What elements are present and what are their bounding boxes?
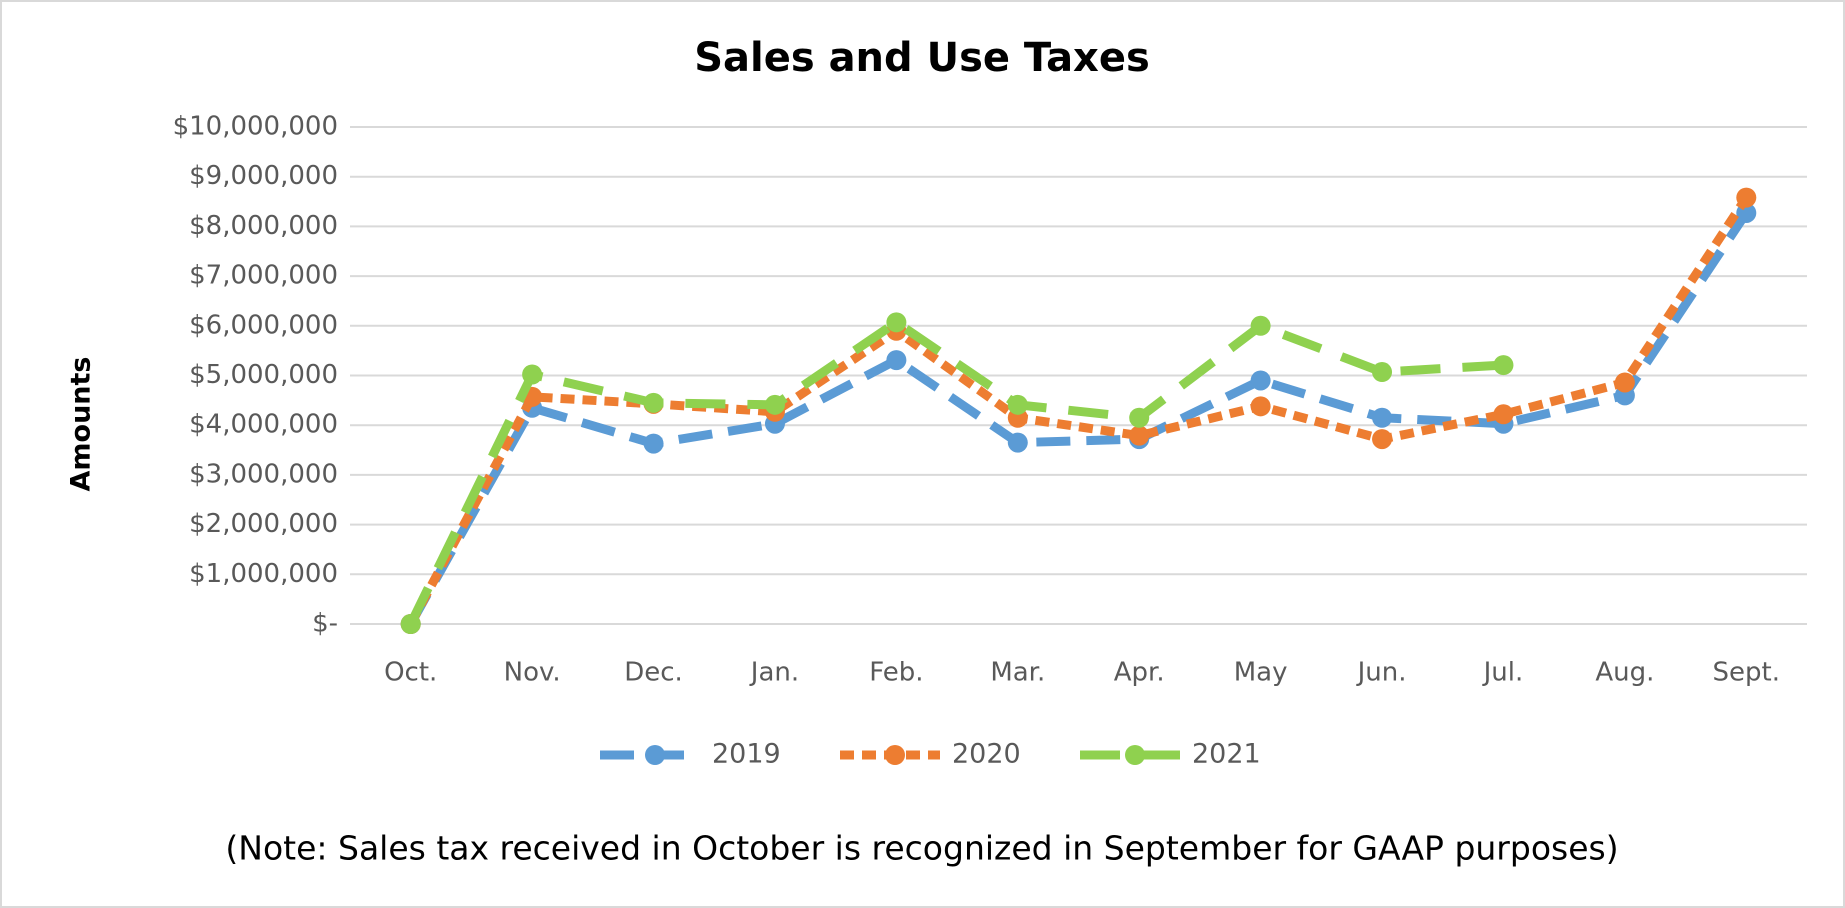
x-tick-label: Oct. <box>384 658 437 688</box>
data-point <box>1736 187 1757 208</box>
data-point <box>643 392 664 413</box>
data-point <box>1250 396 1271 417</box>
y-tick-label: $3,000,000 <box>189 459 338 489</box>
data-point <box>522 364 543 385</box>
y-tick-label: $5,000,000 <box>189 360 338 390</box>
y-tick-label: $8,000,000 <box>189 211 338 241</box>
data-point <box>1129 407 1150 428</box>
data-point <box>764 394 785 415</box>
x-tick-label: Mar. <box>990 658 1045 688</box>
legend-marker <box>645 745 665 765</box>
data-point <box>886 312 907 333</box>
y-tick-label: $9,000,000 <box>189 161 338 191</box>
y-tick-label: $4,000,000 <box>189 410 338 440</box>
data-point <box>400 614 421 634</box>
y-tick-label: $- <box>312 609 338 639</box>
data-point <box>1614 372 1635 393</box>
data-point <box>1129 425 1150 446</box>
data-point <box>643 433 664 454</box>
series-line <box>406 210 1751 627</box>
y-axis-label: Amounts <box>66 357 97 492</box>
chart-title: Sales and Use Taxes <box>694 35 1150 81</box>
data-point <box>1493 404 1514 425</box>
data-point <box>1250 370 1271 391</box>
data-point <box>1493 355 1514 376</box>
data-point <box>1372 429 1393 450</box>
y-tick-label: $2,000,000 <box>189 509 338 539</box>
x-tick-label: Aug. <box>1595 658 1654 688</box>
x-tick-label: Jan. <box>749 658 799 688</box>
data-point <box>1250 315 1271 336</box>
data-point <box>1372 407 1393 428</box>
y-tick-label: $10,000,000 <box>173 112 338 142</box>
legend-label: 2021 <box>1192 739 1261 770</box>
data-point <box>1007 432 1028 453</box>
legend-label: 2020 <box>952 739 1021 770</box>
x-tick-label: Sept. <box>1713 658 1780 688</box>
data-point <box>1007 394 1028 415</box>
series-line <box>406 316 1504 626</box>
legend-marker <box>1125 745 1145 765</box>
x-tick-label: Nov. <box>504 658 561 688</box>
x-tick-label: Jun. <box>1356 658 1407 688</box>
legend-label: 2019 <box>712 739 781 770</box>
data-point <box>1372 362 1393 383</box>
y-tick-label: $1,000,000 <box>189 559 338 589</box>
x-tick-label: Jul. <box>1482 658 1524 688</box>
y-tick-label: $7,000,000 <box>189 261 338 291</box>
note: (Note: Sales tax received in October is … <box>225 829 1618 868</box>
x-tick-label: Apr. <box>1114 658 1165 688</box>
x-tick-label: Dec. <box>624 658 683 688</box>
x-tick-label: Feb. <box>869 658 923 688</box>
data-point <box>886 350 907 371</box>
x-tick-label: May <box>1234 658 1288 688</box>
legend-marker <box>885 745 905 765</box>
y-tick-label: $6,000,000 <box>189 310 338 340</box>
